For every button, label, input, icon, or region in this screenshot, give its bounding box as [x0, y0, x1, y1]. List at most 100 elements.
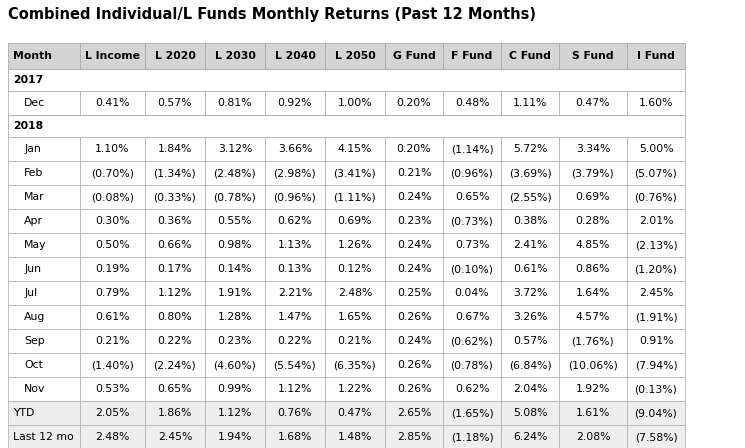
Text: 4.57%: 4.57% — [576, 312, 610, 322]
Bar — [205, 281, 265, 305]
Text: Jul: Jul — [24, 288, 37, 298]
Text: 0.76%: 0.76% — [278, 408, 312, 418]
Bar — [205, 353, 265, 377]
Bar — [265, 185, 325, 209]
Text: 5.00%: 5.00% — [638, 144, 673, 154]
Bar — [385, 233, 443, 257]
Text: Apr: Apr — [24, 216, 43, 226]
Text: 0.26%: 0.26% — [397, 312, 431, 322]
Text: 0.92%: 0.92% — [278, 98, 312, 108]
Bar — [325, 137, 385, 161]
Bar — [385, 161, 443, 185]
Text: 1.22%: 1.22% — [337, 384, 372, 394]
Text: 0.21%: 0.21% — [337, 336, 372, 346]
Bar — [265, 281, 325, 305]
Text: (6.84%): (6.84%) — [509, 360, 551, 370]
Text: 0.67%: 0.67% — [454, 312, 489, 322]
Text: 1.60%: 1.60% — [638, 98, 673, 108]
Bar — [627, 401, 685, 425]
Text: 0.62%: 0.62% — [454, 384, 489, 394]
Text: 2.01%: 2.01% — [638, 216, 673, 226]
Bar — [325, 377, 385, 401]
Text: (0.33%): (0.33%) — [153, 192, 197, 202]
Bar — [627, 305, 685, 329]
Bar — [265, 233, 325, 257]
Text: 0.24%: 0.24% — [397, 240, 431, 250]
Text: 0.62%: 0.62% — [278, 216, 312, 226]
Text: 1.84%: 1.84% — [158, 144, 192, 154]
Bar — [8, 425, 80, 448]
Bar — [501, 305, 559, 329]
Bar — [385, 305, 443, 329]
Text: L Income: L Income — [85, 51, 140, 61]
Bar — [205, 425, 265, 448]
Bar — [559, 233, 627, 257]
Bar — [501, 329, 559, 353]
Bar — [385, 281, 443, 305]
Text: 0.91%: 0.91% — [638, 336, 673, 346]
Bar — [559, 305, 627, 329]
Bar — [205, 185, 265, 209]
Bar — [325, 161, 385, 185]
Bar — [501, 401, 559, 425]
Bar — [145, 137, 205, 161]
Text: L 2030: L 2030 — [215, 51, 256, 61]
Text: Combined Individual/L Funds Monthly Returns (Past 12 Months): Combined Individual/L Funds Monthly Retu… — [8, 7, 536, 22]
Bar — [627, 377, 685, 401]
Bar — [501, 161, 559, 185]
Text: (0.73%): (0.73%) — [451, 216, 493, 226]
Text: (1.40%): (1.40%) — [91, 360, 134, 370]
Text: 1.64%: 1.64% — [576, 288, 610, 298]
Bar — [385, 425, 443, 448]
Text: 0.61%: 0.61% — [513, 264, 548, 274]
Bar — [205, 257, 265, 281]
Text: 0.28%: 0.28% — [576, 216, 610, 226]
Bar — [8, 209, 80, 233]
Bar — [559, 209, 627, 233]
Text: 2.45%: 2.45% — [158, 432, 192, 442]
Bar — [145, 353, 205, 377]
Text: 0.79%: 0.79% — [95, 288, 130, 298]
Bar — [265, 137, 325, 161]
Text: 2.85%: 2.85% — [397, 432, 431, 442]
Text: 2.21%: 2.21% — [278, 288, 312, 298]
Bar — [205, 209, 265, 233]
Text: 0.69%: 0.69% — [337, 216, 372, 226]
Bar — [265, 353, 325, 377]
Text: (7.94%): (7.94%) — [635, 360, 677, 370]
Bar — [627, 353, 685, 377]
Text: G Fund: G Fund — [393, 51, 435, 61]
Text: 1.65%: 1.65% — [337, 312, 372, 322]
Bar — [325, 43, 385, 69]
Bar — [145, 43, 205, 69]
Bar — [80, 377, 145, 401]
Bar — [443, 43, 501, 69]
Text: (1.11%): (1.11%) — [334, 192, 376, 202]
Text: 0.41%: 0.41% — [95, 98, 130, 108]
Bar — [627, 43, 685, 69]
Text: (2.55%): (2.55%) — [509, 192, 551, 202]
Text: 2.08%: 2.08% — [576, 432, 610, 442]
Bar — [265, 91, 325, 115]
Bar — [80, 43, 145, 69]
Bar — [325, 185, 385, 209]
Bar — [443, 353, 501, 377]
Bar — [80, 185, 145, 209]
Text: (0.10%): (0.10%) — [451, 264, 493, 274]
Text: 1.28%: 1.28% — [218, 312, 253, 322]
Bar — [325, 281, 385, 305]
Bar — [205, 401, 265, 425]
Bar — [265, 43, 325, 69]
Bar — [325, 257, 385, 281]
Bar — [265, 329, 325, 353]
Bar — [325, 91, 385, 115]
Bar — [265, 257, 325, 281]
Text: (6.35%): (6.35%) — [334, 360, 376, 370]
Bar — [443, 209, 501, 233]
Bar — [80, 425, 145, 448]
Bar — [443, 329, 501, 353]
Bar — [145, 209, 205, 233]
Bar — [501, 257, 559, 281]
Text: 0.61%: 0.61% — [95, 312, 130, 322]
Bar — [205, 91, 265, 115]
